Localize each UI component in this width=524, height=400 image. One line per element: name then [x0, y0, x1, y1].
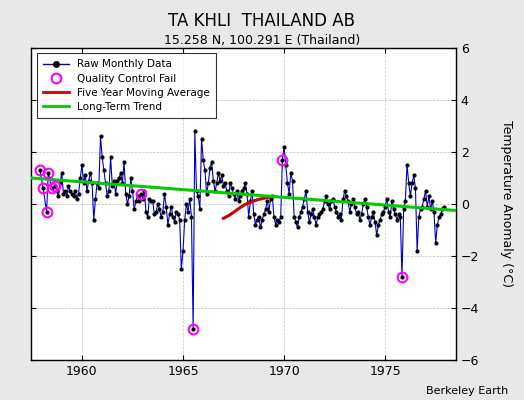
Text: TA KHLI  THAILAND AB: TA KHLI THAILAND AB: [169, 12, 355, 30]
Text: Berkeley Earth: Berkeley Earth: [426, 386, 508, 396]
Text: 15.258 N, 100.291 E (Thailand): 15.258 N, 100.291 E (Thailand): [164, 34, 360, 47]
Y-axis label: Temperature Anomaly (°C): Temperature Anomaly (°C): [500, 120, 513, 288]
Legend: Raw Monthly Data, Quality Control Fail, Five Year Moving Average, Long-Term Tren: Raw Monthly Data, Quality Control Fail, …: [37, 53, 216, 118]
